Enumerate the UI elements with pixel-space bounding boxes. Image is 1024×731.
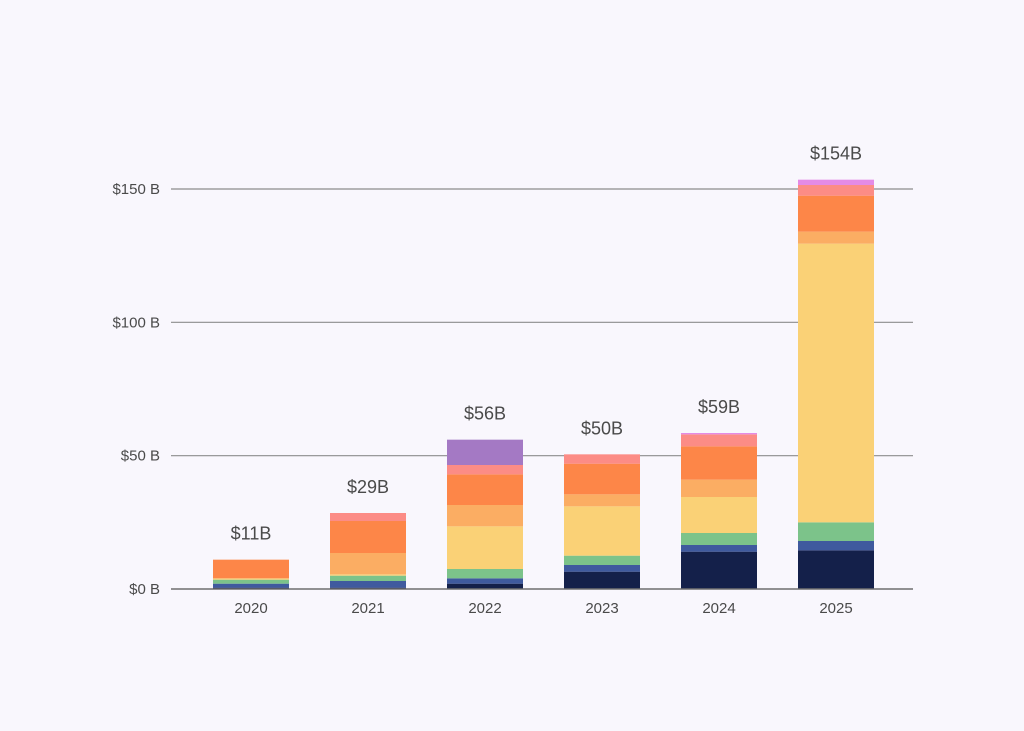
y-tick-label: $100 B: [112, 314, 160, 331]
bar-total-label: $50B: [581, 418, 623, 438]
bar-segment: [798, 522, 874, 541]
bar-total-label: $154B: [810, 144, 862, 164]
bar-stack-2020: [213, 559, 289, 589]
y-tick-label: $150 B: [112, 181, 160, 198]
bar-total-label: $56B: [464, 404, 506, 424]
bar-segment: [213, 578, 289, 580]
bar-segment: [564, 565, 640, 572]
bar-segment: [330, 521, 406, 553]
bars: [213, 179, 874, 589]
bar-segment: [798, 195, 874, 232]
bar-segment: [447, 578, 523, 584]
bar-segment: [564, 454, 640, 464]
bar-segment: [681, 551, 757, 589]
bar-segment: [330, 581, 406, 588]
x-tick-label: 2025: [819, 600, 852, 617]
bar-segment: [330, 575, 406, 581]
bar-segment: [447, 474, 523, 505]
bar-segment: [447, 583, 523, 589]
bar-segment: [447, 439, 523, 465]
bar-segment: [798, 550, 874, 589]
bar-segment: [681, 433, 757, 435]
bar-segment: [447, 505, 523, 527]
bar-segment: [681, 434, 757, 447]
bar-total-label: $29B: [347, 477, 389, 497]
gridlines: [171, 188, 913, 457]
bar-stack-2024: [681, 433, 757, 589]
y-tick-label: $50 B: [121, 448, 160, 465]
bar-segment: [564, 463, 640, 495]
bar-segment: [681, 533, 757, 545]
bar-segment: [798, 541, 874, 551]
bar-segment: [447, 526, 523, 569]
bar-segment: [213, 583, 289, 588]
bar-segment: [330, 513, 406, 521]
bar-total-labels: $11B $29B $56B $50B $59B $154B: [231, 144, 862, 544]
bar-segment: [681, 497, 757, 533]
bar-segment: [447, 465, 523, 475]
bar-total-label: $11B: [231, 524, 272, 544]
bar-segment: [798, 185, 874, 196]
x-tick-label: 2021: [351, 600, 384, 617]
y-axis-tick-labels: $0 B $50 B $100 B $150 B: [112, 181, 160, 598]
bar-segment: [564, 571, 640, 589]
x-tick-label: 2024: [702, 600, 735, 617]
bar-total-label: $59B: [698, 397, 740, 417]
bar-segment: [681, 446, 757, 480]
bar-segment: [681, 545, 757, 552]
y-tick-label: $0 B: [129, 581, 160, 598]
bar-stack-2025: [798, 179, 874, 589]
x-axis-tick-labels: 2020 2021 2022 2023 2024 2025: [234, 600, 852, 617]
bar-segment: [564, 494, 640, 507]
bar-segment: [213, 579, 289, 584]
bar-segment: [564, 555, 640, 565]
bar-segment: [798, 179, 874, 185]
bar-segment: [564, 506, 640, 556]
bar-stack-2023: [564, 454, 640, 589]
bar-segment: [330, 574, 406, 576]
x-tick-label: 2020: [234, 600, 267, 617]
bar-stack-2021: [330, 513, 406, 589]
bar-segment: [213, 559, 289, 579]
x-tick-label: 2023: [585, 600, 618, 617]
bar-segment: [681, 479, 757, 497]
bar-segment: [330, 553, 406, 575]
bar-stack-2022: [447, 439, 523, 589]
bar-segment: [798, 231, 874, 244]
bar-segment: [798, 243, 874, 523]
bar-segment: [447, 569, 523, 579]
x-tick-label: 2022: [468, 600, 501, 617]
